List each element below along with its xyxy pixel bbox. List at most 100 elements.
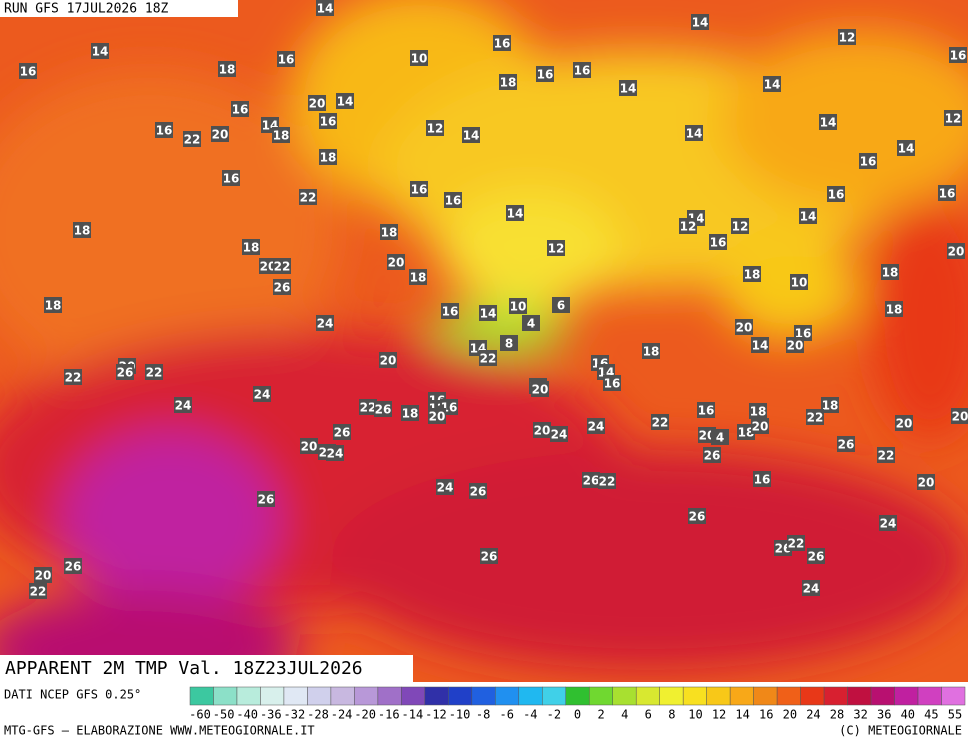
legend-tick-label: -14 [402,708,424,722]
label-box [218,61,236,77]
label-box [703,447,721,463]
label-box [879,515,897,531]
label-box [410,50,428,66]
legend-swatch [401,686,426,706]
legend-swatch [635,686,660,706]
temperature-label: 24 [588,420,605,434]
temperature-label: 20 [260,260,277,274]
temperature-label: 10 [791,276,808,290]
label-box [763,76,781,92]
temperature-label: 22 [274,260,291,274]
label-box [316,315,334,331]
temperature-label: 16 [537,68,554,82]
legend-swatch [823,686,848,706]
label-box [145,364,163,380]
temperature-label: 18 [243,241,260,255]
temperature-label: 20 [534,424,551,438]
temperature-label: 20 [918,476,935,490]
label-box [19,63,37,79]
temperature-label: 22 [788,537,805,551]
label-box [885,301,903,317]
label-box [300,438,318,454]
temperature-label: 4 [716,431,724,445]
label-box [619,80,637,96]
label-box [711,429,729,445]
temperature-label: 18 [500,76,517,90]
temperature-label: 22 [184,133,201,147]
temperature-label: 20 [532,383,549,397]
label-box [709,234,727,250]
legend-tick-label: 4 [621,708,628,722]
temperature-label: 24 [880,517,897,531]
label-box [598,473,616,489]
temperature-label: 26 [258,493,275,507]
temperature-label: 18 [882,266,899,280]
temperature-label: 16 [860,155,877,169]
temperature-label: 26 [375,403,392,417]
temperature-label: 14 [463,129,480,143]
label-box [469,483,487,499]
legend-swatch [354,686,379,706]
temperature-label: 14 [692,16,709,30]
temperature-label: 26 [808,550,825,564]
temperature-label: 22 [652,416,669,430]
legend-swatch [588,686,613,706]
label-box [790,274,808,290]
temperature-label: 14 [480,307,497,321]
temperature-label: 14 [820,116,837,130]
temperature-label: 16 [320,115,337,129]
label-box [751,337,769,353]
temperature-label: 22 [30,585,47,599]
temperature-label: 24 [254,388,271,402]
legend-tick-label: 14 [735,708,749,722]
label-box [34,567,52,583]
legend-tick-label: -28 [307,708,329,722]
label-box [319,113,337,129]
temperature-label: 24 [551,428,568,442]
legend-swatch [612,686,637,706]
label-box [679,218,697,234]
label-box [550,426,568,442]
temperature-label: 16 [445,194,462,208]
label-box [333,424,351,440]
temperature-label: 22 [65,371,82,385]
label-box [380,224,398,240]
legend-tick-label: -50 [213,708,235,722]
legend-tick-label: -12 [425,708,447,722]
temperature-label: 18 [750,405,767,419]
legend-tick-label: 20 [783,708,797,722]
legend-swatch [776,686,801,706]
temperature-label: 20 [388,256,405,270]
label-box [603,375,621,391]
temperature-label: 16 [411,183,428,197]
label-box [44,297,62,313]
temperature-label: 4 [527,317,535,331]
label-box [336,93,354,109]
temperature-label: 14 [686,127,703,141]
legend-swatch [894,686,919,706]
label-box [651,414,669,430]
copyright: (C) METEOGIORNALE [839,724,962,738]
legend-tick-label: -16 [378,708,400,722]
label-box [259,258,277,274]
temperature-label: 20 [896,417,913,431]
temperature-label: 16 [156,124,173,138]
temperature-label: 16 [223,172,240,186]
legend-tick-label: 24 [806,708,820,722]
temperature-label: 14 [317,2,334,16]
label-box [799,208,817,224]
legend-tick-label: -40 [236,708,258,722]
temperature-label: 20 [787,339,804,353]
label-box [806,409,824,425]
legend-tick-label: -24 [331,708,353,722]
temperature-label: 16 [442,305,459,319]
temperature-label: 26 [334,426,351,440]
temperature-label: 16 [574,64,591,78]
legend-swatch [659,686,684,706]
legend-tick-label: 6 [645,708,652,722]
legend-tick-label: -20 [354,708,376,722]
label-box [277,51,295,67]
label-box [493,35,511,51]
label-box [691,14,709,30]
